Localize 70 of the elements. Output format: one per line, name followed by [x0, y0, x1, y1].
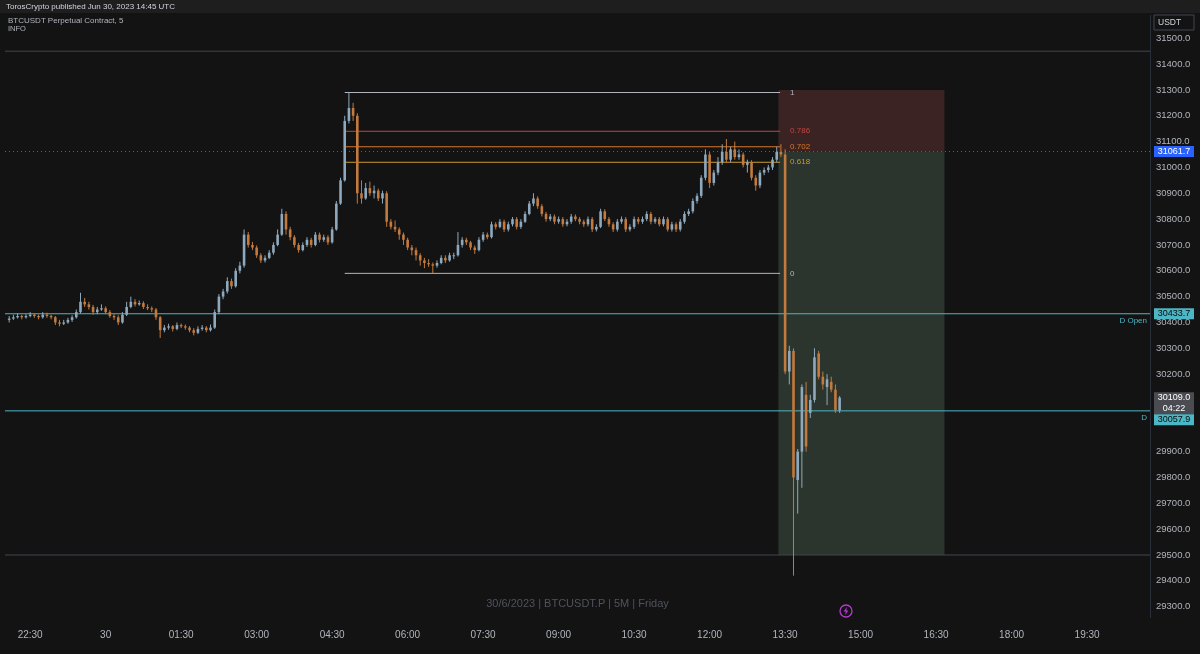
text: 30433.7 [1157, 308, 1191, 319]
text: USDT [1158, 16, 1182, 27]
candlestick [699, 174, 703, 199]
candlestick [79, 292, 82, 314]
y-tick-label: 31100.0 [1156, 135, 1190, 147]
chart-subtitle: BTCUSDT Perpetual Contract, 5 [8, 16, 124, 25]
candlestick [599, 208, 602, 229]
candlestick [360, 179, 363, 205]
y-tick-label: 31400.0 [1156, 57, 1191, 69]
x-tick-label: 22:30 [17, 628, 44, 640]
series-label: 0.702 [790, 141, 811, 151]
y-tick-label: 29800.0 [1156, 471, 1191, 483]
candlestick [33, 312, 36, 319]
ref-line-label: D [1141, 413, 1148, 423]
text: 04:22 [1162, 402, 1186, 413]
candlestick [137, 300, 141, 307]
y-tick-label: 29300.0 [1156, 600, 1191, 612]
series-label: 1 [790, 87, 796, 97]
x-tick-label: 10:30 [621, 628, 648, 640]
y-tick-label: 29500.0 [1156, 548, 1191, 560]
y-tick-label: 30900.0 [1156, 186, 1191, 198]
x-tick-label: 19:30 [1074, 628, 1101, 640]
x-tick-label: 30 [100, 628, 112, 640]
x-tick-label: 09:00 [546, 628, 572, 640]
candlestick [788, 345, 791, 385]
chart-title: TorosCrypto published Jun 30, 2023 14:45 UTC [0, 0, 1200, 13]
y-tick-label: 31200.0 [1156, 109, 1191, 121]
x-tick-label: 07:30 [470, 628, 497, 640]
y-tick-label: 29700.0 [1156, 496, 1191, 508]
candlestick [817, 350, 820, 380]
y-tick-label: 30400.0 [1156, 316, 1191, 328]
candlestick [808, 394, 812, 419]
x-tick-label: 03:00 [244, 628, 270, 640]
candlestick [733, 141, 737, 161]
x-tick-label: 18:00 [999, 628, 1025, 640]
x-tick-label: 06:00 [395, 628, 421, 640]
y-tick-label: 31000.0 [1156, 161, 1191, 173]
candlestick [725, 138, 728, 163]
candlestick [213, 309, 217, 330]
y-tick-label: 29600.0 [1156, 522, 1191, 534]
annotation: 30/6/2023 | BTCUSDT.P | 5M | Friday [486, 597, 670, 610]
series-label: 0 [790, 268, 796, 278]
text: 30109.0 [1157, 392, 1191, 403]
candlestick [750, 159, 753, 181]
x-tick-label: 15:00 [848, 628, 874, 640]
text: 30057.9 [1157, 414, 1191, 425]
y-tick-label: 30500.0 [1156, 290, 1191, 302]
series-label: 0.786 [790, 126, 811, 136]
x-tick-label: 16:30 [923, 628, 950, 640]
candlestick [339, 177, 342, 206]
y-tick-label: 30300.0 [1156, 341, 1191, 353]
y-tick-label: 29900.0 [1156, 445, 1191, 457]
y-tick-label: 31500.0 [1156, 31, 1191, 43]
y-tick-label: 30800.0 [1156, 212, 1191, 224]
y-tick-label: 30700.0 [1156, 238, 1191, 250]
series-label: 0.618 [790, 157, 811, 167]
y-tick-label: 31300.0 [1156, 83, 1191, 95]
y-tick-label: 30600.0 [1156, 264, 1191, 276]
candlestick [834, 383, 837, 414]
candlestick [234, 267, 237, 289]
ref-line-label: D Open [1119, 315, 1147, 325]
candlestick [704, 148, 707, 181]
x-tick-label: 12:00 [697, 628, 723, 640]
text: 31061.7 [1157, 145, 1191, 156]
y-tick-label: 29400.0 [1156, 574, 1191, 586]
x-tick-label: 13:30 [772, 628, 799, 640]
candlestick [16, 312, 19, 320]
x-tick-label: 04:30 [319, 628, 346, 640]
y-tick-label: 30200.0 [1156, 367, 1191, 379]
x-tick-label: 01:30 [168, 628, 195, 640]
